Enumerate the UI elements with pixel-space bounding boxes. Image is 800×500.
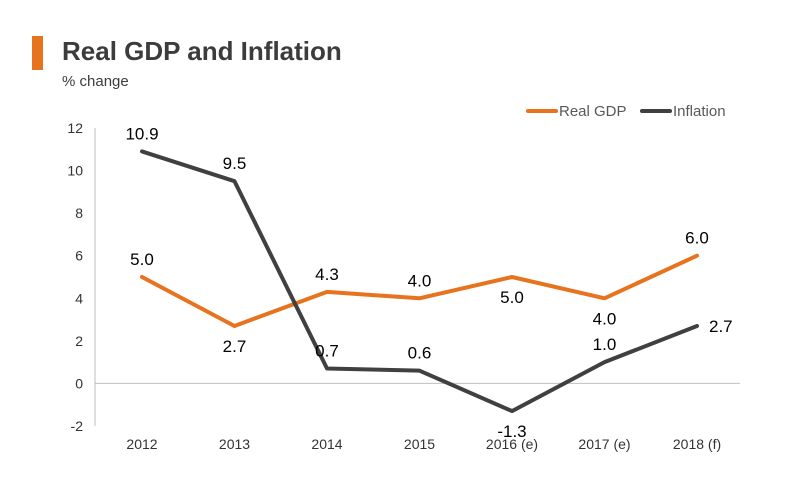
data-label: 4.0 <box>408 271 432 290</box>
data-label: 2.7 <box>709 317 733 336</box>
x-tick-label: 2017 (e) <box>578 436 630 452</box>
data-label: -1.3 <box>497 422 526 441</box>
x-tick-label: 2015 <box>404 436 435 452</box>
y-tick-label: 4 <box>75 290 83 306</box>
chart-title: Real GDP and Inflation <box>62 36 342 66</box>
y-tick-label: 10 <box>67 163 83 179</box>
data-label: 2.7 <box>223 337 247 356</box>
y-tick-label: 6 <box>75 248 83 264</box>
legend-label: Inflation <box>673 103 726 120</box>
data-label: 6.0 <box>685 229 709 248</box>
x-tick-label: 2014 <box>311 436 342 452</box>
y-tick-label: 0 <box>75 375 83 391</box>
chart-data-labels: 5.0 2.7 4.3 4.0 5.0 4.0 6.0 10.9 9.5 0.7 0.6 -1.3 1.… <box>125 124 732 441</box>
data-label: 4.3 <box>315 265 339 284</box>
x-tick-label: 2016 (e) <box>486 436 538 452</box>
y-tick-label: 12 <box>67 120 83 136</box>
data-label: 0.6 <box>408 344 432 363</box>
data-label: 1.0 <box>593 335 617 354</box>
legend-label: Real GDP <box>559 103 627 120</box>
x-tick-label: 2018 (f) <box>673 436 721 452</box>
chart-subtitle: % change <box>62 73 129 90</box>
data-label: 5.0 <box>130 250 154 269</box>
series-line-inflation <box>140 149 699 414</box>
data-label: 9.5 <box>223 154 247 173</box>
y-tick-label: 8 <box>75 205 83 221</box>
x-tick-label: 2012 <box>126 436 157 452</box>
y-tick-label: 2 <box>75 333 83 349</box>
chart-axes: -2 0 2 4 6 8 10 12 2012 2013 2014 2015 2016 (e) 2017 … <box>67 120 740 452</box>
data-label: 0.7 <box>315 342 339 361</box>
series-line-real-gdp <box>140 253 699 328</box>
chart-series-lines <box>140 149 699 414</box>
data-label: 10.9 <box>125 124 158 143</box>
title-accent-bar <box>32 36 43 70</box>
data-label: 5.0 <box>500 288 524 307</box>
y-tick-label: -2 <box>71 418 84 434</box>
chart-legend: Real GDP Inflation <box>526 103 726 120</box>
x-tick-label: 2013 <box>219 436 250 452</box>
data-label: 4.0 <box>593 309 617 328</box>
